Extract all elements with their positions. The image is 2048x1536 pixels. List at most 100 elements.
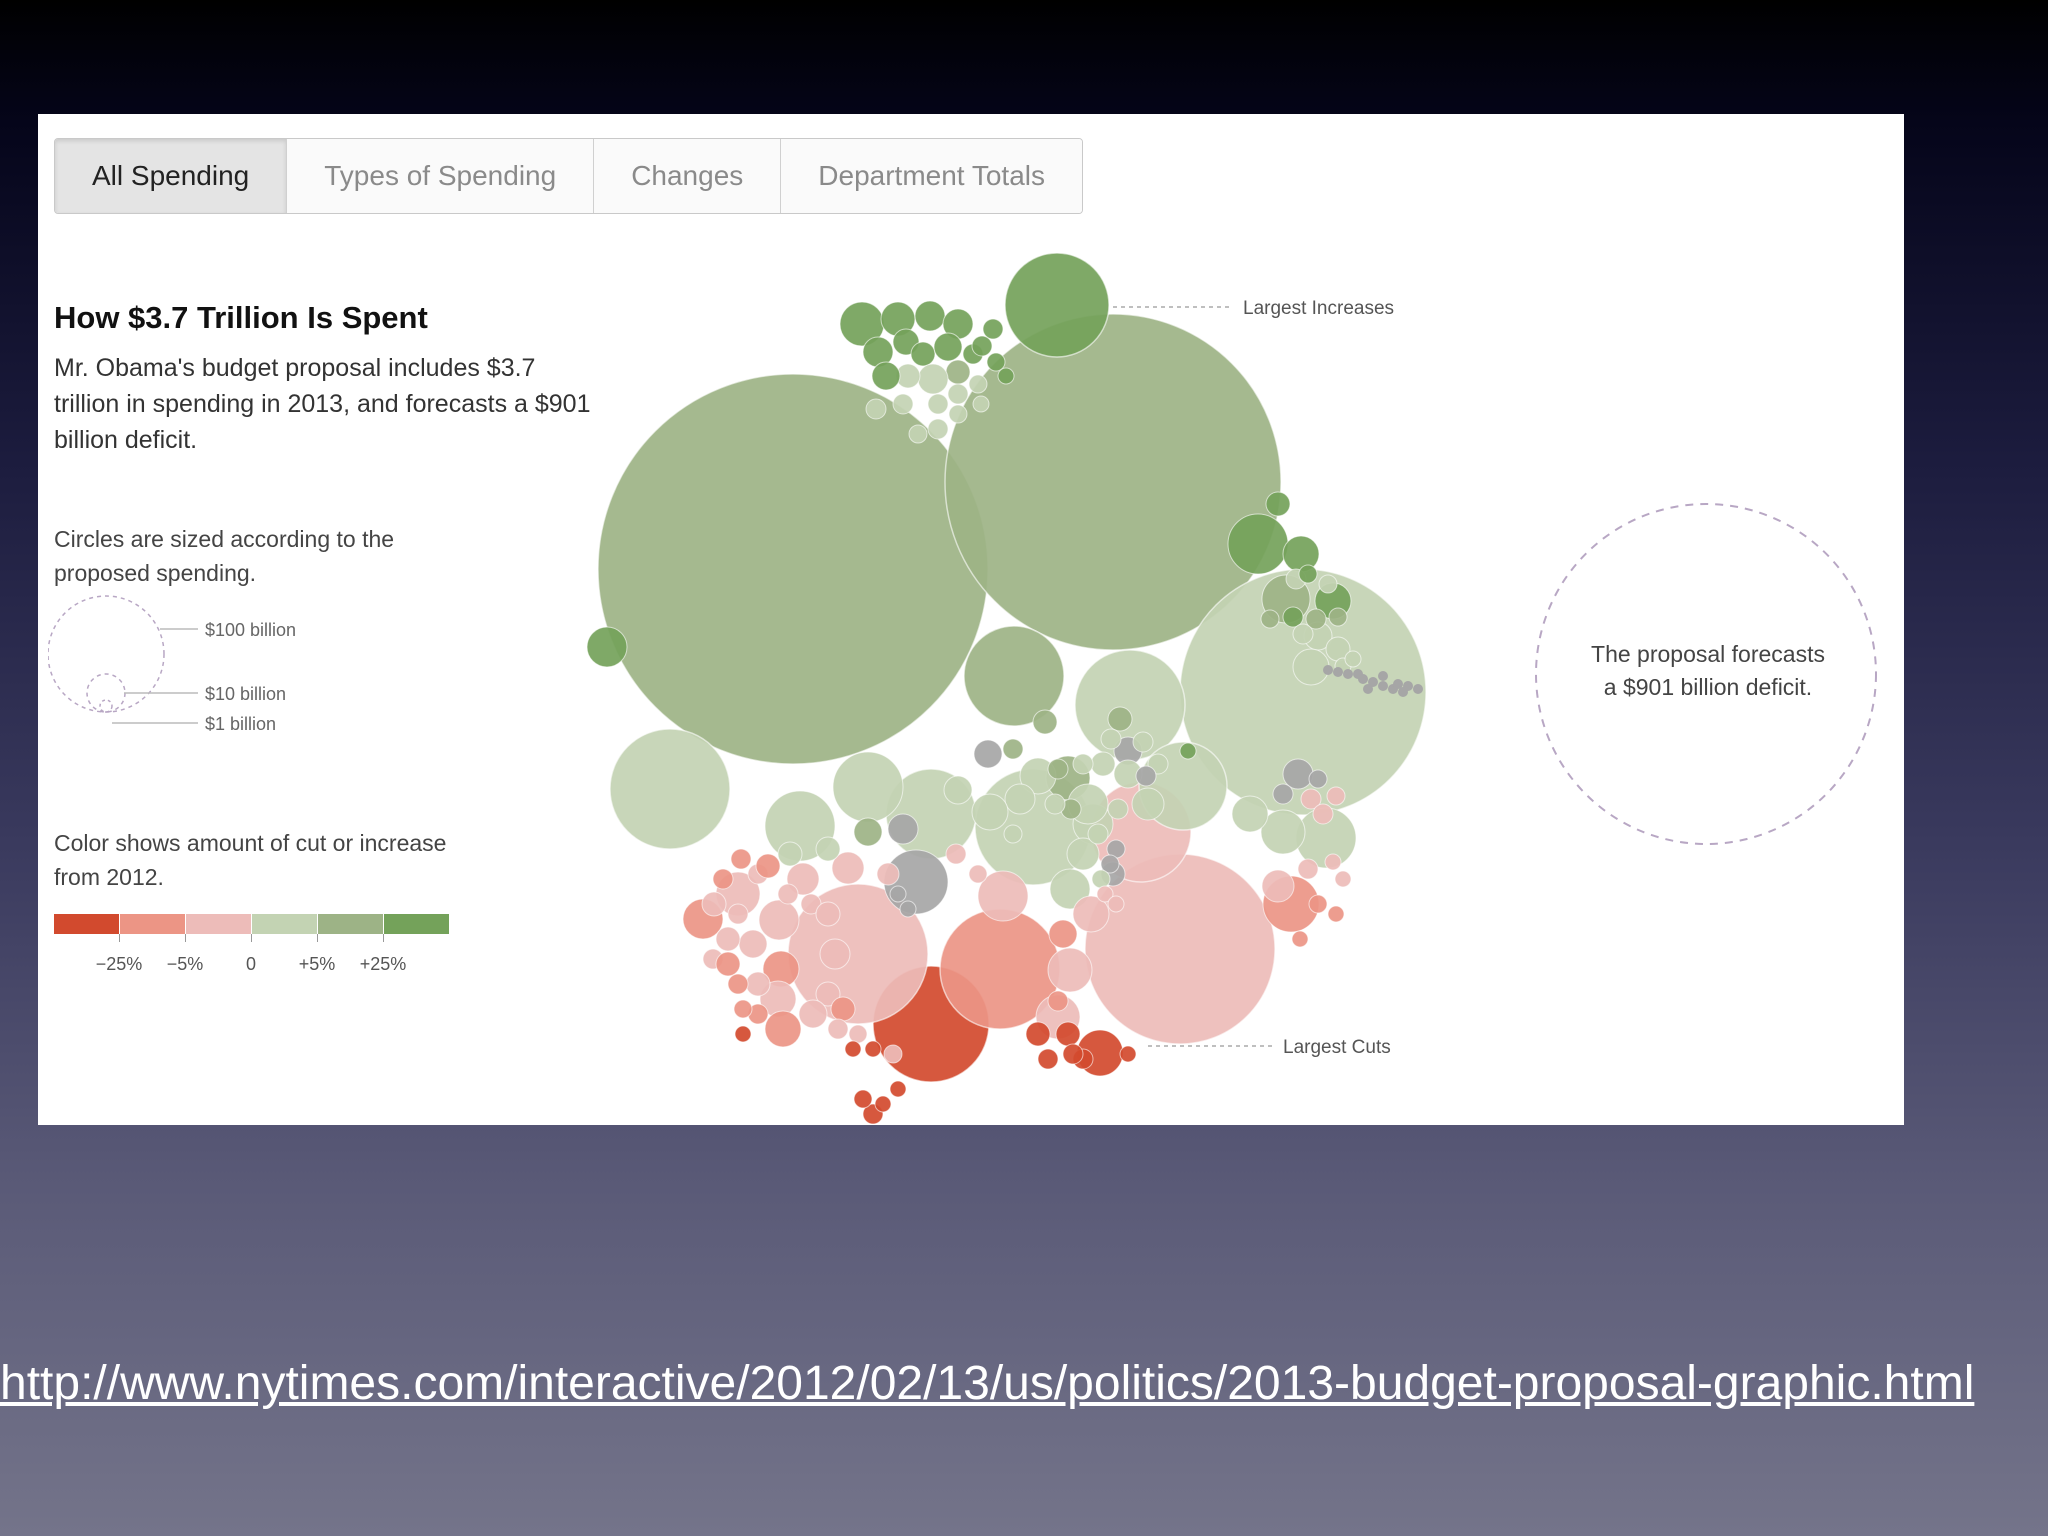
spending-bubble[interactable] xyxy=(1179,742,1197,760)
spending-bubble[interactable] xyxy=(701,891,727,917)
spending-bubble[interactable] xyxy=(1090,751,1116,777)
spending-bubble[interactable] xyxy=(1003,824,1023,844)
spending-bubble[interactable] xyxy=(1272,783,1294,805)
spending-bubble[interactable] xyxy=(1047,947,1093,993)
spending-bubble[interactable] xyxy=(1119,1045,1137,1063)
spending-bubble[interactable] xyxy=(876,862,900,886)
spending-bubble[interactable] xyxy=(1261,869,1295,903)
spending-bubble[interactable] xyxy=(1305,608,1327,630)
spending-bubble[interactable] xyxy=(827,1018,849,1040)
spending-bubble[interactable] xyxy=(1344,650,1362,668)
spending-bubble[interactable] xyxy=(1292,648,1330,686)
spending-bubble[interactable] xyxy=(844,1040,862,1058)
spending-bubble[interactable] xyxy=(1308,769,1328,789)
spending-bubble[interactable] xyxy=(586,626,628,668)
spending-bubble[interactable] xyxy=(745,971,771,997)
spending-bubble[interactable] xyxy=(712,868,734,890)
spending-bubble[interactable] xyxy=(865,398,887,420)
spending-bubble[interactable] xyxy=(1328,607,1348,627)
spending-bubble[interactable] xyxy=(777,841,803,867)
spending-bubble[interactable] xyxy=(889,885,907,903)
spending-bubble[interactable] xyxy=(1047,990,1069,1012)
tab-changes[interactable]: Changes xyxy=(593,139,781,213)
spending-bubble[interactable] xyxy=(883,1044,903,1064)
spending-bubble[interactable] xyxy=(815,836,841,862)
spending-bubble[interactable] xyxy=(1282,606,1304,628)
spending-bubble[interactable] xyxy=(733,999,753,1019)
spending-bubble[interactable] xyxy=(1131,787,1165,821)
spending-bubble[interactable] xyxy=(1062,1043,1084,1065)
spending-bubble[interactable] xyxy=(730,848,752,870)
spending-bubble[interactable] xyxy=(1044,793,1066,815)
spending-bubble[interactable] xyxy=(815,901,841,927)
spending-bubble[interactable] xyxy=(899,900,917,918)
spending-bubble[interactable] xyxy=(864,1040,882,1058)
spending-bubble[interactable] xyxy=(1378,681,1388,691)
spending-bubble[interactable] xyxy=(1368,677,1378,687)
spending-bubble[interactable] xyxy=(972,395,990,413)
spending-bubble[interactable] xyxy=(1107,706,1133,732)
spending-bubble[interactable] xyxy=(764,1010,802,1048)
spending-bubble[interactable] xyxy=(892,393,914,415)
spending-bubble[interactable] xyxy=(758,899,800,941)
spending-bubble[interactable] xyxy=(973,739,1003,769)
spending-bubble[interactable] xyxy=(830,996,856,1022)
spending-bubble[interactable] xyxy=(971,335,993,357)
spending-bubble[interactable] xyxy=(1004,252,1110,358)
spending-bubble[interactable] xyxy=(1298,564,1318,584)
spending-bubble[interactable] xyxy=(1326,786,1346,806)
spending-bubble[interactable] xyxy=(1334,870,1352,888)
spending-bubble[interactable] xyxy=(1265,491,1291,517)
spending-bubble[interactable] xyxy=(1393,679,1403,689)
spending-bubble[interactable] xyxy=(1343,669,1353,679)
spending-bubble[interactable] xyxy=(755,853,781,879)
spending-bubble[interactable] xyxy=(1132,731,1154,753)
spending-bubble[interactable] xyxy=(1282,758,1314,790)
spending-bubble[interactable] xyxy=(1048,919,1078,949)
spending-bubble[interactable] xyxy=(977,870,1029,922)
spending-bubble[interactable] xyxy=(1100,854,1120,874)
spending-bubble[interactable] xyxy=(889,1080,907,1098)
spending-bubble[interactable] xyxy=(1333,667,1343,677)
spending-bubble[interactable] xyxy=(945,843,967,865)
spending-bubble[interactable] xyxy=(927,393,949,415)
spending-bubble[interactable] xyxy=(1037,1048,1059,1070)
spending-bubble[interactable] xyxy=(1047,758,1069,780)
spending-bubble[interactable] xyxy=(1260,809,1306,855)
spending-bubble[interactable] xyxy=(986,352,1006,372)
spending-bubble[interactable] xyxy=(1358,674,1368,684)
spending-bubble[interactable] xyxy=(1291,930,1309,948)
spending-bubble[interactable] xyxy=(1087,823,1109,845)
spending-bubble[interactable] xyxy=(853,1089,873,1109)
spending-bubble[interactable] xyxy=(933,332,963,362)
spending-bubble[interactable] xyxy=(945,359,971,385)
spending-bubble[interactable] xyxy=(1300,788,1322,810)
spending-bubble[interactable] xyxy=(1227,513,1289,575)
spending-bubble[interactable] xyxy=(1025,1021,1051,1047)
spending-bubble[interactable] xyxy=(997,367,1015,385)
spending-bubble[interactable] xyxy=(734,1025,752,1043)
spending-bubble[interactable] xyxy=(1324,853,1342,871)
spending-bubble[interactable] xyxy=(1378,671,1388,681)
spending-bubble[interactable] xyxy=(1413,684,1423,694)
spending-bubble[interactable] xyxy=(927,418,949,440)
spending-bubble[interactable] xyxy=(887,813,919,845)
spending-bubble[interactable] xyxy=(1091,869,1111,889)
spending-bubble[interactable] xyxy=(1292,623,1314,645)
spending-bubble[interactable] xyxy=(947,383,969,405)
spending-bubble[interactable] xyxy=(948,404,968,424)
spending-bubble[interactable] xyxy=(1032,709,1058,735)
source-url-link[interactable]: http://www.nytimes.com/interactive/2012/… xyxy=(0,1357,1975,1410)
spending-bubble[interactable] xyxy=(963,625,1065,727)
spending-bubble[interactable] xyxy=(1318,574,1338,594)
spending-bubble[interactable] xyxy=(727,903,749,925)
spending-bubble[interactable] xyxy=(727,973,749,995)
spending-bubble[interactable] xyxy=(831,851,865,885)
spending-bubble[interactable] xyxy=(917,363,949,395)
spending-bubble[interactable] xyxy=(1135,765,1157,787)
tab-all-spending[interactable]: All Spending xyxy=(55,139,287,213)
spending-bubble[interactable] xyxy=(1004,783,1036,815)
spending-bubble[interactable] xyxy=(1231,795,1269,833)
spending-bubble[interactable] xyxy=(1055,1021,1081,1047)
spending-bubble[interactable] xyxy=(944,313,1282,651)
